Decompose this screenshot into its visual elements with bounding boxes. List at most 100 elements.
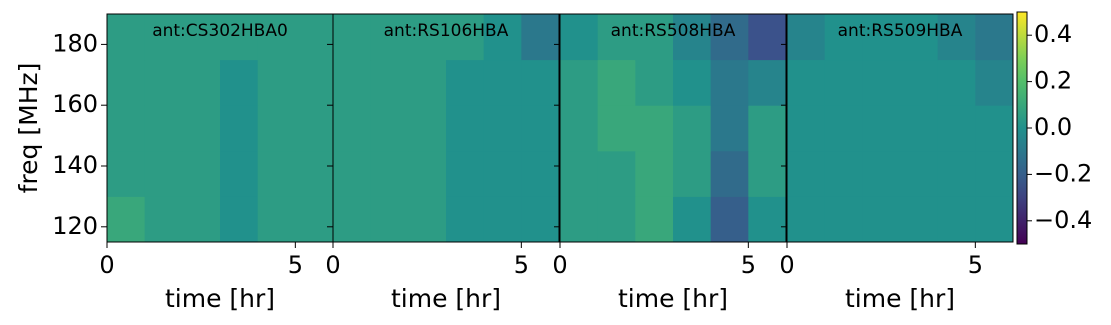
heat-cell [370, 150, 409, 197]
colorbar-tick-label: −0.2 [1034, 159, 1092, 187]
heat-cell [635, 105, 674, 152]
heat-cell [787, 59, 826, 106]
panel-title: ant:RS509HBA [838, 21, 963, 41]
heat-cell [937, 59, 976, 106]
heat-cell [220, 196, 259, 243]
heat-cell [257, 150, 296, 197]
heat-cell [333, 59, 372, 106]
y-tick-label: 160 [52, 90, 98, 118]
heat-cell [862, 14, 901, 61]
heat-cell [144, 196, 183, 243]
panel-title: ant:RS106HBA [384, 21, 509, 41]
heat-cell [483, 196, 522, 243]
x-tick-label: 5 [741, 251, 756, 279]
heat-cell [975, 105, 1014, 152]
heat-cell [446, 105, 485, 152]
heat-cell [408, 196, 447, 243]
heat-cell [408, 59, 447, 106]
heat-cell [560, 196, 599, 243]
heat-cell [862, 105, 901, 152]
heat-cell [900, 105, 939, 152]
colorbar-tick-label: 0.2 [1034, 67, 1072, 95]
heat-cell [333, 196, 372, 243]
heat-cell [862, 59, 901, 106]
heat-cell [597, 196, 636, 243]
heat-cell [635, 196, 674, 243]
heat-cell [446, 150, 485, 197]
heat-cell [295, 150, 334, 197]
heat-cell [937, 150, 976, 197]
heat-cell [560, 59, 599, 106]
axes-frame [332, 13, 560, 243]
heat-cell [824, 59, 863, 106]
heat-cell [144, 150, 183, 197]
x-tick-label: 0 [99, 251, 114, 279]
heat-cell [862, 196, 901, 243]
heat-cell [107, 150, 146, 197]
heat-cell [824, 14, 863, 61]
heat-cell [597, 105, 636, 152]
heat-cell [748, 59, 787, 106]
heat-cell [182, 196, 221, 243]
heat-cell [521, 196, 560, 243]
heat-cell [975, 59, 1014, 106]
heat-cell [182, 150, 221, 197]
heat-cell [710, 14, 749, 61]
heat-cell [408, 14, 447, 61]
heat-cell [333, 105, 372, 152]
heat-cell [900, 150, 939, 197]
heat-cell [862, 150, 901, 197]
heat-cell [107, 196, 146, 243]
heat-cell [182, 59, 221, 106]
heat-cell [673, 150, 712, 197]
heat-cell [824, 150, 863, 197]
y-axis-label: freq [MHz] [14, 63, 43, 194]
heat-cell [975, 150, 1014, 197]
heat-cell [560, 105, 599, 152]
heat-cell [673, 14, 712, 61]
panel-title: ant:CS302HBA0 [152, 21, 288, 41]
heat-cell [597, 59, 636, 106]
heat-cell [370, 59, 409, 106]
heat-cell [144, 105, 183, 152]
y-tick-label: 120 [52, 212, 98, 240]
y-tick-label: 180 [52, 29, 98, 57]
heat-cell [107, 59, 146, 106]
heat-cell [560, 150, 599, 197]
heat-cell [483, 14, 522, 61]
heat-cell [937, 196, 976, 243]
heat-cell [787, 150, 826, 197]
heat-cell [824, 196, 863, 243]
y-tick-label: 140 [52, 151, 98, 179]
heat-cell [673, 59, 712, 106]
heat-cell [787, 196, 826, 243]
heat-cell [483, 150, 522, 197]
heat-cell [521, 150, 560, 197]
axes-frame [559, 13, 787, 243]
x-tick-label: 5 [968, 251, 983, 279]
heat-cell [220, 150, 259, 197]
heat-cell [370, 105, 409, 152]
heat-cell [748, 105, 787, 152]
heat-cell [635, 150, 674, 197]
heat-cell [937, 14, 976, 61]
heat-cell [597, 14, 636, 61]
x-axis-label: time [hr] [391, 284, 501, 313]
heat-cell [446, 196, 485, 243]
heat-cell [710, 105, 749, 152]
panel-title: ant:RS508HBA [611, 21, 736, 41]
heat-cell [257, 105, 296, 152]
heat-cell [408, 150, 447, 197]
colorbar-tick-label: −0.4 [1034, 206, 1092, 234]
heat-cell [295, 14, 334, 61]
heat-cell [521, 59, 560, 106]
x-axis-label: time [hr] [845, 284, 955, 313]
x-tick-label: 0 [325, 251, 340, 279]
colorbar [1016, 11, 1028, 245]
x-axis-label: time [hr] [618, 284, 728, 313]
heat-cell [748, 150, 787, 197]
axes-frame [786, 13, 1014, 243]
heat-cell [824, 105, 863, 152]
heat-cell [107, 14, 146, 61]
